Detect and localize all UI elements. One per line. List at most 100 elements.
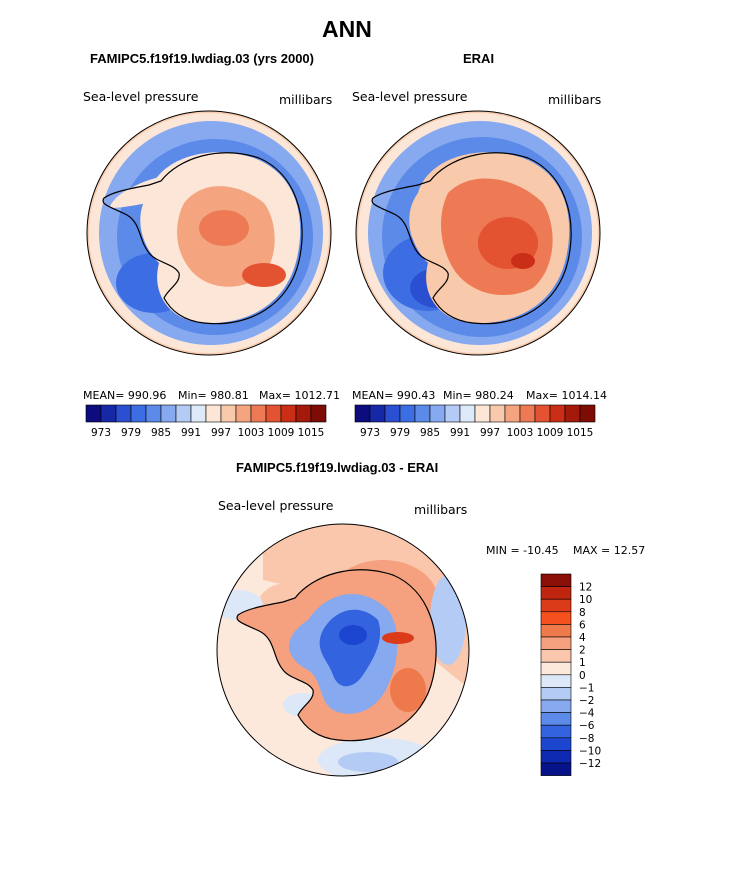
panel1-colorbar-swatch-13: [280, 404, 297, 423]
panel1-colorbar-swatch-12: [265, 404, 282, 423]
panel1-colorbar-swatch-11: [250, 404, 267, 423]
panel2-colorbar-tick-label: 979: [390, 427, 410, 439]
panel3-colorbar-tick-label: 6: [579, 619, 586, 631]
panel3-colorbar-tick-label: 1: [579, 657, 586, 669]
panel2-min: Min= 980.24: [443, 389, 514, 402]
panel1-colorbar-swatch-10: [235, 404, 252, 423]
panel3-title: FAMIPC5.f19f19.lwdiag.03 - ERAI: [236, 460, 439, 475]
panel1-field-label: Sea-level pressure: [83, 89, 199, 104]
panel1-peninsula-field: [109, 175, 199, 208]
panel3-colorbar-swatch-12: [540, 724, 572, 739]
panel2-coastline: [371, 152, 572, 325]
panel1-high-2: [199, 210, 249, 246]
panel3-negative-core: [319, 609, 381, 687]
panel2-polar-map: [355, 110, 601, 356]
panel2-title: ERAI: [463, 51, 495, 66]
panel1-colorbar-tick-label: 985: [151, 427, 171, 439]
panel1-polar-map: [86, 110, 332, 356]
panel3-colorbar-tick-label: −6: [579, 720, 595, 732]
panel3-colorbar-tick-label: −10: [579, 745, 601, 757]
panel3-colorbar-swatch-7: [540, 661, 572, 676]
panel3-colorbar-tick-label: 4: [579, 632, 586, 644]
panel1-colorbar-swatch-4: [145, 404, 162, 423]
panel3-colorbar-tick-label: −2: [579, 695, 594, 707]
panel1-colorbar-swatch-9: [220, 404, 237, 423]
panel3-negative-south-core: [338, 752, 398, 772]
panel1-colorbar-tick-label: 973: [91, 427, 111, 439]
panel3-positive-east-coast: [390, 668, 426, 712]
figure-title: ANN: [322, 16, 372, 42]
panel3-colorbar-swatch-13: [540, 737, 572, 751]
panel2-colorbar-swatch-12: [534, 404, 551, 423]
panel1-colorbar-tick-label: 1003: [238, 427, 265, 439]
panel3-colorbar-swatch-6: [540, 649, 572, 663]
panel1-colorbar-tick-label: 1009: [268, 427, 295, 439]
panel3-colorbar-swatch-5: [540, 636, 572, 650]
panel2-colorbar-tick-label: 985: [420, 427, 440, 439]
panel2-colorbar-tick-label: 991: [450, 427, 470, 439]
panel1-colorbar-swatch-1: [100, 404, 117, 423]
panel2-mean: MEAN= 990.43: [352, 389, 436, 402]
panel3-max: MAX = 12.57: [573, 544, 646, 557]
panel2-colorbar-swatch-14: [564, 404, 581, 423]
panel3-colorbar-swatch-15: [540, 762, 572, 776]
panel2-colorbar-swatch-9: [489, 404, 506, 423]
panel2-max: Max= 1014.14: [526, 389, 607, 402]
panel1-coastline: [102, 152, 303, 325]
panel3-colorbar-tick-label: −4: [579, 708, 595, 720]
panel2-map-border: [355, 110, 601, 356]
panel2-colorbar: 973 979 985 991 997 1003 1009 1015: [354, 404, 596, 439]
panel3-min: MIN = -10.45: [486, 544, 559, 557]
panel3-colorbar-swatch-0: [540, 573, 572, 587]
panel1-map-border: [86, 110, 332, 356]
panel3-field-label: Sea-level pressure: [218, 498, 334, 513]
panel1-colorbar-swatch-5: [160, 404, 177, 423]
panel1-colorbar-tick-label: 991: [181, 427, 201, 439]
panel3-colorbar-tick-label: 2: [579, 645, 586, 657]
panel2-colorbar-swatch-6: [444, 404, 461, 423]
panel2-colorbar-swatch-4: [414, 404, 431, 423]
panel2-colorbar-tick-label: 997: [480, 427, 500, 439]
panel3-colorbar-swatch-1: [540, 586, 572, 600]
panel3-colorbar-tick-label: −12: [579, 758, 601, 770]
panel2-colorbar-swatch-15: [579, 404, 596, 423]
panel2-colorbar-swatch-3: [399, 404, 416, 423]
panel3-colorbar-swatch-8: [540, 674, 572, 688]
panel1-colorbar-tick-label: 1015: [298, 427, 325, 439]
panel2-colorbar-tick-label: 1009: [537, 427, 564, 439]
panel2-colorbar-swatch-0: [354, 404, 371, 423]
panel1-units: millibars: [279, 92, 333, 107]
panel1-high-3: [242, 263, 286, 287]
panel1-title: FAMIPC5.f19f19.lwdiag.03 (yrs 2000): [90, 51, 314, 66]
panel2-high-3: [511, 253, 535, 269]
panel3-colorbar-tick-label: −1: [579, 682, 594, 694]
panel1-min: Min= 980.81: [178, 389, 249, 402]
panel3-polar-map: [216, 523, 470, 777]
panel1-colorbar-swatch-8: [205, 404, 222, 423]
panel2-colorbar-swatch-10: [504, 404, 521, 423]
panel2-colorbar-tick-label: 1015: [567, 427, 594, 439]
panel3-colorbar-swatch-9: [540, 687, 572, 701]
panel3-colorbar-swatch-14: [540, 750, 572, 764]
panel1-colorbar: 973 979 985 991 997 1003 1009 1015: [85, 404, 327, 439]
panel1-colorbar-swatch-14: [295, 404, 312, 423]
panel3-colorbar-swatch-10: [540, 699, 572, 713]
panel3-colorbar-swatch-4: [540, 624, 572, 638]
panel2-colorbar-swatch-7: [459, 404, 476, 423]
panel1-colorbar-tick-label: 979: [121, 427, 141, 439]
panel2-colorbar-swatch-1: [369, 404, 386, 423]
panel3-units: millibars: [414, 502, 468, 517]
panel2-units: millibars: [548, 92, 602, 107]
panel2-colorbar-swatch-11: [519, 404, 536, 423]
panel1-colorbar-swatch-0: [85, 404, 102, 423]
panel3-colorbar-tick-label: 12: [579, 582, 592, 594]
panel3-colorbar-swatch-2: [540, 598, 572, 613]
panel2-field-label: Sea-level pressure: [352, 89, 468, 104]
panel3-colorbar-tick-label: 0: [579, 670, 586, 682]
panel3-coastline: [236, 569, 437, 742]
panel3-negative-deep: [339, 625, 367, 645]
panel2-colorbar-swatch-2: [384, 404, 401, 423]
panel1-mean: MEAN= 990.96: [83, 389, 167, 402]
panel2-colorbar-swatch-5: [429, 404, 446, 423]
